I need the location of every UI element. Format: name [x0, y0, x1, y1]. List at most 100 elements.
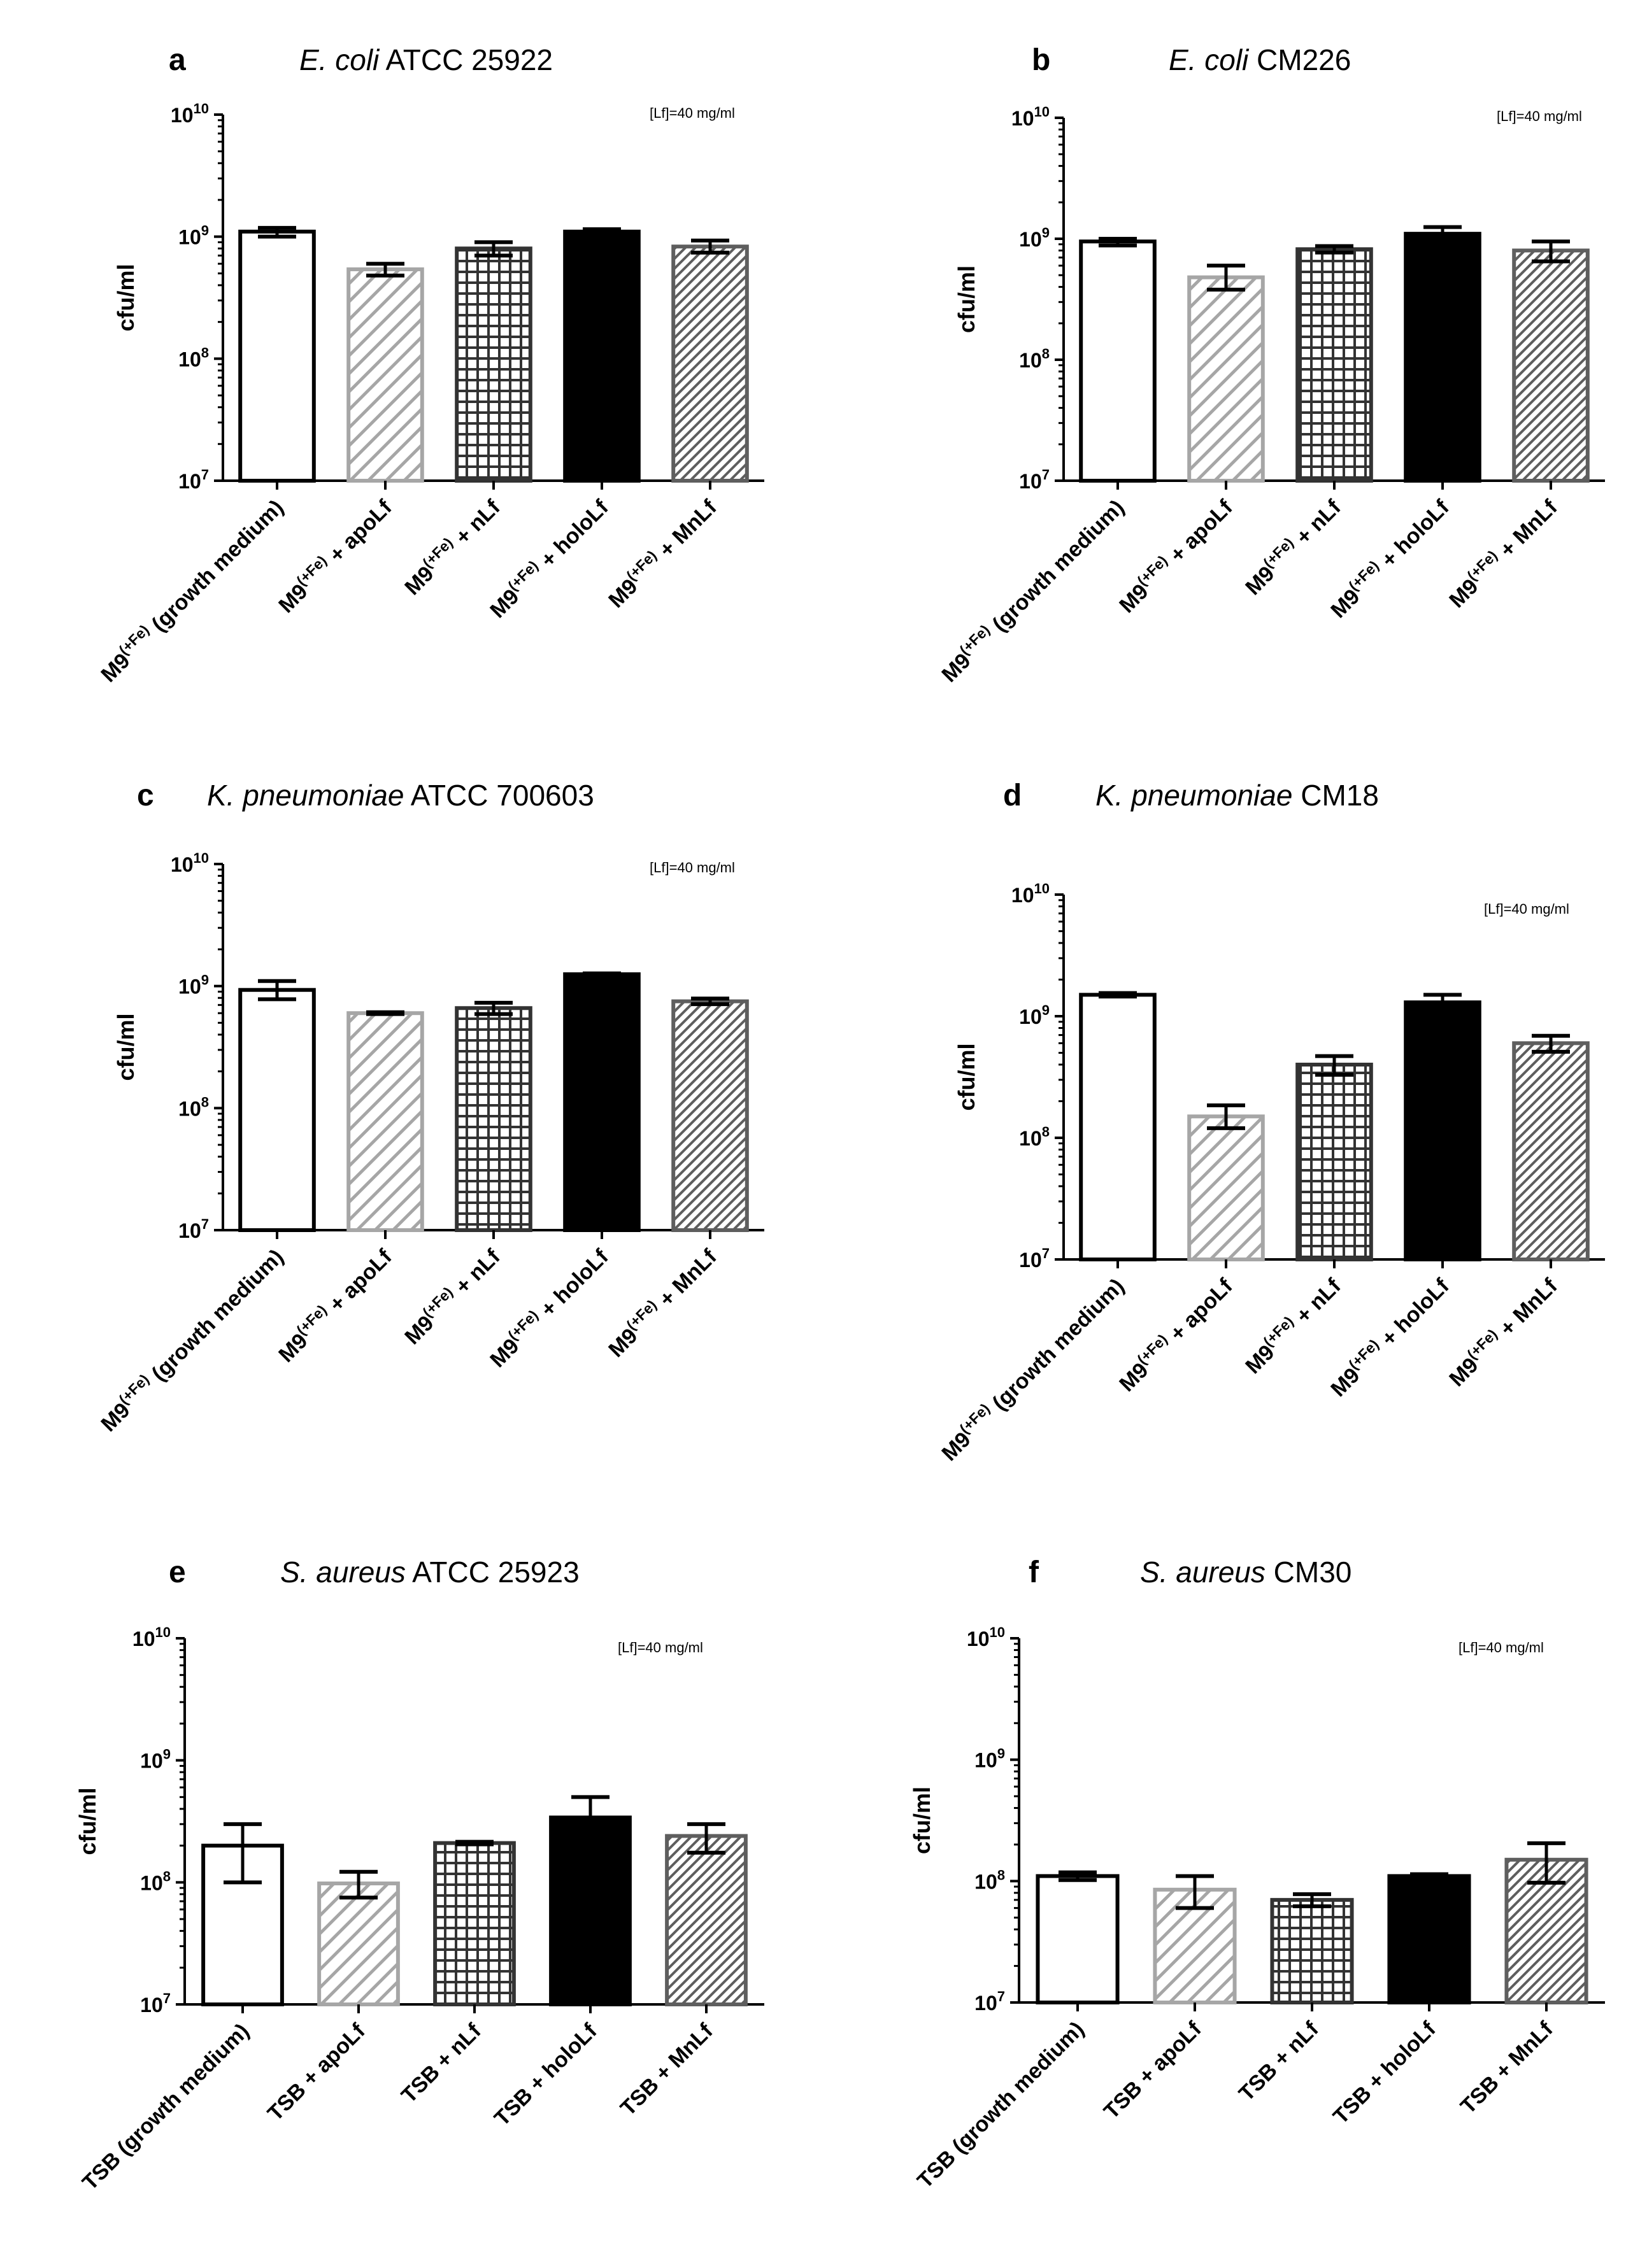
panel-a: a E. coli ATCC 25922 [Lf]=40 mg/ml cfu/ml 10… [94, 43, 764, 687]
y-tick-exponent: 7 [1042, 467, 1050, 483]
y-tick-exponent: 8 [163, 1868, 171, 1884]
title-species: E. coli [1169, 43, 1250, 76]
error-bar-5 [691, 996, 729, 1007]
y-tick-base: 10 [1011, 884, 1034, 907]
x-tick-label-suffix: + apoLf [320, 1244, 397, 1321]
x-tick-label-1: TSB (growth medium) [913, 2017, 1089, 2194]
concentration-note: [Lf]=40 mg/ml [650, 105, 735, 121]
error-bar-2 [1207, 264, 1245, 292]
x-tick-label-suffix: (growth medium) [983, 495, 1129, 641]
y-tick-exponent: 8 [1042, 346, 1050, 362]
panel-letter: f [1029, 1556, 1039, 1589]
x-tick-label-1: M9(+Fe) (growth medium) [94, 493, 289, 687]
error-bar-5 [687, 1822, 725, 1855]
y-tick-exponent: 10 [194, 850, 209, 866]
error-bar-3 [1293, 1892, 1331, 1908]
y-tick-label: 107 [178, 1216, 209, 1242]
x-tick-label-suffix: + nLf [1265, 2016, 1323, 2075]
error-bar-3 [474, 240, 513, 258]
y-tick-base: 10 [178, 1097, 201, 1120]
x-tick-label-suffix: (growth medium) [943, 2017, 1089, 2163]
bar-3 [1295, 1063, 1373, 1262]
y-tick-base: 10 [967, 1627, 990, 1650]
y-tick-exponent: 10 [194, 101, 209, 117]
y-tick-base: 10 [178, 975, 201, 998]
title-strain: ATCC 25922 [379, 43, 553, 76]
y-tick-label: 107 [974, 1988, 1005, 2015]
title-species: E. coli [299, 43, 380, 76]
x-tick-label-suffix: + MnLf [650, 495, 722, 566]
y-tick-base: 10 [1019, 1127, 1042, 1150]
y-tick-exponent: 9 [997, 1746, 1005, 1762]
x-tick-label-suffix: + MnLf [1487, 2016, 1558, 2088]
bar-1 [1079, 993, 1157, 1261]
error-bar-3 [1315, 244, 1353, 255]
x-tick-label-suffix: + MnLf [650, 1244, 722, 1315]
x-tick-label-suffix: + holoLf [1373, 495, 1454, 576]
y-tick-exponent: 10 [1034, 881, 1050, 897]
y-tick-base: 10 [178, 348, 201, 371]
y-tick-base: 10 [1019, 1249, 1042, 1272]
y-axis-label: cfu/ml [113, 264, 139, 331]
panel-letter: a [169, 43, 186, 77]
x-tick-label-4: TSB + holoLf [1329, 2016, 1441, 2129]
y-tick-exponent: 8 [201, 344, 209, 360]
error-bar-1 [1059, 1870, 1097, 1882]
bar-2 [1187, 275, 1265, 483]
bar-5 [671, 999, 749, 1233]
x-tick-label-1: TSB (growth medium) [78, 2019, 254, 2195]
x-tick-label-2: M9(+Fe) + apoLf [272, 493, 397, 618]
y-tick-exponent: 7 [201, 467, 209, 483]
bar-4 [1387, 1874, 1471, 2005]
bar-1 [238, 229, 316, 483]
error-bar-2 [1176, 1874, 1214, 1910]
bar-1 [1079, 239, 1157, 483]
bar-3 [455, 246, 532, 483]
panel-title: E. coli ATCC 25922 [299, 43, 553, 76]
x-tick-label-5: M9(+Fe) + MnLf [602, 1242, 722, 1362]
title-strain: CM18 [1292, 779, 1378, 812]
y-tick-exponent: 10 [1034, 104, 1050, 120]
title-species: S. aureus [280, 1556, 406, 1589]
panel-f: f S. aureus CM30[Lf]=40 mg/mlcfu/ml107108… [909, 1556, 1605, 2193]
error-bar-5 [1532, 239, 1570, 264]
x-tick-label-suffix: + apoLf [1161, 1273, 1237, 1350]
x-tick-label-suffix: (growth medium) [108, 2019, 254, 2165]
x-tick-label-suffix: + apoLf [1161, 495, 1237, 571]
y-tick-exponent: 7 [1042, 1245, 1050, 1261]
y-tick-label: 109 [1019, 225, 1050, 251]
y-tick-exponent: 7 [201, 1216, 209, 1232]
x-tick-label-suffix: + nLf [446, 1244, 505, 1303]
y-tick-label: 107 [1019, 467, 1050, 493]
y-tick-base: 10 [1019, 470, 1042, 493]
x-tick-label-2: TSB + apoLf [263, 2018, 370, 2125]
y-tick-exponent: 7 [163, 1990, 171, 2006]
error-bar-1 [258, 225, 296, 239]
x-tick-label-5: M9(+Fe) + MnLf [602, 493, 722, 613]
y-tick-label: 109 [178, 223, 209, 249]
x-tick-label-suffix: + MnLf [1491, 495, 1562, 566]
concentration-note: [Lf]=40 mg/ml [1458, 1640, 1544, 1655]
bar-5 [1512, 248, 1590, 483]
y-tick-exponent: 8 [997, 1867, 1005, 1883]
y-tick-base: 10 [132, 1627, 155, 1650]
x-tick-label-4: TSB + holoLf [490, 2018, 602, 2130]
x-tick-label-suffix: + apoLf [294, 2018, 370, 2095]
x-tick-label-suffix: + holoLf [520, 2018, 602, 2100]
error-bar-4 [571, 1795, 610, 1850]
x-tick-label-suffix: (growth medium) [143, 495, 289, 641]
x-tick-label-suffix: + apoLf [320, 495, 397, 571]
y-tick-base: 10 [178, 226, 201, 249]
x-tick-label-3: M9(+Fe) + nLf [1239, 1272, 1346, 1379]
title-species: K. pneumoniae [207, 779, 404, 812]
y-tick-base: 10 [178, 470, 201, 493]
x-tick-label-suffix: + holoLf [532, 1244, 613, 1326]
error-bar-3 [474, 1000, 513, 1016]
error-bar-5 [691, 238, 729, 255]
x-tick-label-suffix: + nLf [1287, 1273, 1346, 1332]
error-bar-4 [583, 971, 621, 977]
bar-3 [455, 1006, 532, 1232]
y-tick-label: 1010 [967, 1624, 1005, 1650]
y-tick-base: 10 [140, 1994, 163, 2016]
error-bar-3 [455, 1839, 494, 1846]
